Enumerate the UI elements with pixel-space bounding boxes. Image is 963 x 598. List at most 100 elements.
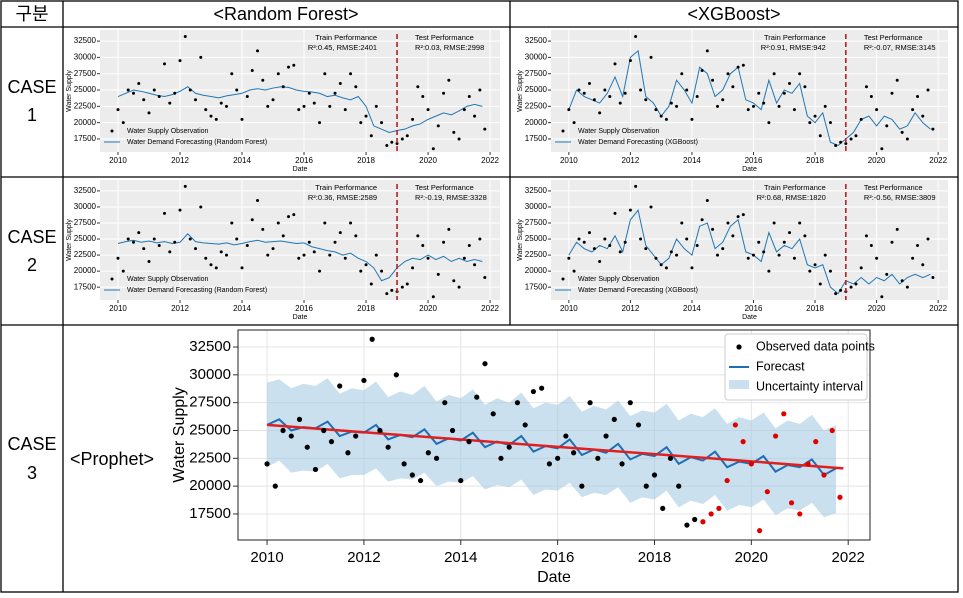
y-tick-label: 30000 (74, 202, 97, 211)
legend-marker (729, 380, 749, 389)
observation-point (323, 72, 327, 76)
observation-point (307, 240, 311, 244)
x-tick-label: 2020 (735, 549, 768, 566)
observation-point (338, 81, 342, 85)
observation-point (592, 247, 596, 251)
observation-point (777, 253, 781, 257)
observation-point (900, 279, 904, 283)
y-tick-label: 17500 (189, 505, 231, 522)
observation-point (764, 489, 770, 495)
y-tick-label: 27500 (74, 69, 97, 78)
observation-point (736, 215, 740, 219)
observation-point (849, 285, 853, 289)
observation-point (442, 91, 446, 95)
annotation: R²:0.91, RMSE:942 (761, 43, 826, 52)
observation-point (385, 292, 389, 296)
observation-point (587, 231, 591, 235)
annotation: Train Performance (764, 33, 826, 42)
observation-point (426, 256, 430, 260)
observation-point (194, 247, 198, 251)
observation-point (302, 253, 306, 257)
observation-point (598, 111, 602, 115)
observation-point (762, 101, 766, 105)
annotation: R²:-0.19, RMSE:3328 (415, 193, 487, 202)
observation-point (644, 247, 648, 251)
observation-point (354, 234, 358, 238)
legend-label: Observed data points (756, 339, 875, 353)
row-label: CASE (7, 227, 56, 247)
observation-point (478, 237, 482, 241)
model-label: <Prophet> (70, 449, 154, 469)
observation-point (859, 117, 863, 121)
observation-point (839, 140, 843, 144)
observation-point (131, 91, 135, 95)
observation-point (818, 134, 822, 138)
x-tick-label: 2014 (233, 156, 251, 165)
observation-point (442, 240, 446, 244)
observation-point (572, 269, 576, 273)
observation-point (452, 279, 456, 283)
x-tick-label: 2020 (868, 156, 886, 165)
observation-point (364, 114, 368, 118)
observation-point (354, 85, 358, 89)
forecast-line (568, 209, 931, 295)
observation-point (724, 477, 730, 484)
observation-point (798, 221, 802, 225)
observation-point (828, 269, 832, 273)
observation-point (740, 439, 746, 445)
observation-point (595, 455, 601, 461)
observation-point (431, 147, 435, 151)
observation-point (421, 95, 425, 99)
observation-point (567, 108, 571, 112)
row-label: 1 (27, 105, 37, 125)
x-tick-label: 2018 (806, 304, 824, 313)
y-tick-label: 30000 (525, 202, 548, 211)
y-tick-label: 17500 (74, 282, 97, 291)
observation-point (333, 91, 337, 95)
observation-point (338, 231, 342, 235)
observation-point (409, 472, 415, 478)
row-label: CASE (7, 434, 56, 454)
observation-point (361, 377, 367, 384)
observation-point (498, 455, 504, 461)
observation-point (608, 243, 612, 247)
x-tick-label: 2014 (683, 156, 701, 165)
observation-point (921, 263, 925, 267)
observation-point (364, 263, 368, 267)
observation-point (199, 205, 203, 209)
observation-point (457, 137, 461, 141)
observation-point (716, 505, 722, 511)
observation-point (598, 259, 602, 263)
observation-point (911, 256, 915, 260)
observation-point (462, 108, 466, 112)
observation-point (675, 104, 679, 108)
observation-point (328, 439, 335, 445)
observation-point (798, 72, 802, 76)
observation-point (700, 519, 706, 525)
header-cell: <XGBoost> (687, 4, 780, 24)
observation-point (168, 101, 172, 105)
observation-point (359, 269, 363, 273)
observation-point (390, 140, 394, 144)
observation-point (849, 137, 853, 141)
observation-point (680, 221, 684, 225)
trend-line (266, 423, 844, 470)
observation-point (676, 483, 682, 489)
observation-point (635, 422, 642, 428)
x-tick-label: 2010 (560, 304, 578, 313)
annotation: Test Performance (415, 33, 474, 42)
observation-point (895, 227, 899, 231)
observation-point (183, 184, 187, 188)
row-label: 3 (27, 463, 37, 483)
observation-point (828, 121, 832, 125)
observation-point (619, 461, 625, 467)
observation-point (411, 117, 415, 121)
observation-point (126, 88, 130, 92)
observation-point (328, 253, 332, 257)
x-tick-label: 2016 (745, 156, 763, 165)
annotation: R²:-0.07, RMSE:3145 (864, 43, 936, 52)
observation-point (869, 243, 873, 247)
observation-point (708, 511, 714, 517)
observation-point (603, 237, 607, 241)
